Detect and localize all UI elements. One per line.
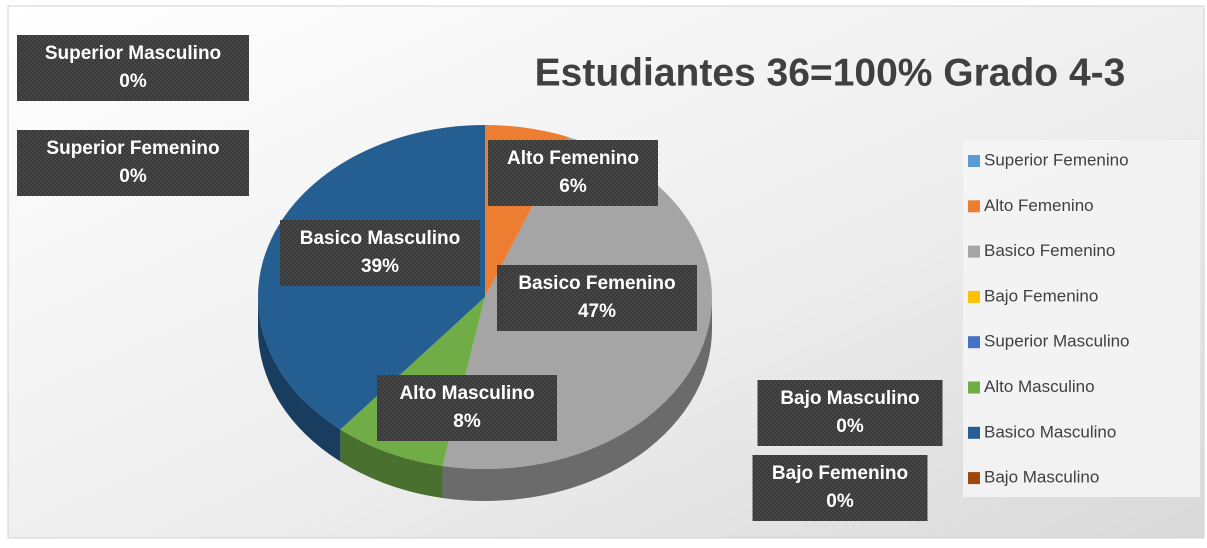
- data-label-box: [377, 375, 557, 441]
- legend-swatch: [968, 200, 980, 213]
- data-label-name: Superior Masculino: [45, 43, 221, 64]
- legend-label: Alto Masculino: [984, 377, 1095, 396]
- slice-side: [258, 297, 341, 462]
- legend-swatch: [968, 336, 980, 349]
- legend-label: Basico Masculino: [984, 422, 1116, 441]
- slice-side: [340, 429, 443, 498]
- data-label-value: 47%: [578, 301, 616, 322]
- data-label-box: [280, 220, 480, 286]
- data-label-name: Bajo Masculino: [780, 388, 919, 409]
- legend-swatch: [968, 155, 980, 167]
- legend-label: Bajo Femenino: [984, 286, 1098, 305]
- data-label-value: 6%: [559, 176, 587, 197]
- legend-label: Basico Femenino: [984, 241, 1115, 260]
- legend-swatch: [968, 290, 980, 303]
- data-label-name: Alto Femenino: [507, 148, 639, 169]
- data-label-box: [17, 35, 249, 101]
- legend-label: Superior Femenino: [984, 150, 1129, 169]
- data-label-box: [17, 130, 249, 196]
- data-label-value: 39%: [361, 256, 399, 277]
- data-label-name: Bajo Femenino: [772, 463, 908, 484]
- legend-label: Superior Masculino: [984, 332, 1130, 351]
- chart-title: Estudiantes 36=100% Grado 4-3: [535, 51, 1126, 94]
- legend-box: [963, 140, 1200, 497]
- data-label-value: 8%: [453, 411, 481, 432]
- legend-swatch: [968, 381, 980, 394]
- data-label-value: 0%: [826, 491, 854, 512]
- data-label-name: Superior Femenino: [46, 138, 219, 159]
- legend-label: Alto Femenino: [984, 196, 1094, 215]
- data-label-value: 0%: [119, 166, 147, 187]
- data-label-box: [497, 265, 697, 331]
- data-label-name: Basico Femenino: [518, 273, 675, 294]
- legend-swatch: [968, 472, 980, 485]
- data-label-box: [488, 140, 658, 206]
- data-label-value: 0%: [836, 416, 864, 437]
- legend-label: Bajo Masculino: [984, 468, 1099, 487]
- data-label-box: [752, 455, 928, 521]
- data-label-box: [757, 380, 943, 446]
- slice-side-shade: [340, 429, 443, 498]
- data-label-name: Basico Masculino: [300, 228, 461, 249]
- slice-side-shade: [442, 297, 712, 501]
- slice-side-shade: [258, 297, 341, 462]
- data-label-value: 0%: [119, 71, 147, 92]
- data-label-name: Alto Masculino: [399, 383, 534, 404]
- legend-swatch: [968, 426, 980, 439]
- legend-swatch: [968, 245, 980, 258]
- slice-side: [442, 297, 712, 501]
